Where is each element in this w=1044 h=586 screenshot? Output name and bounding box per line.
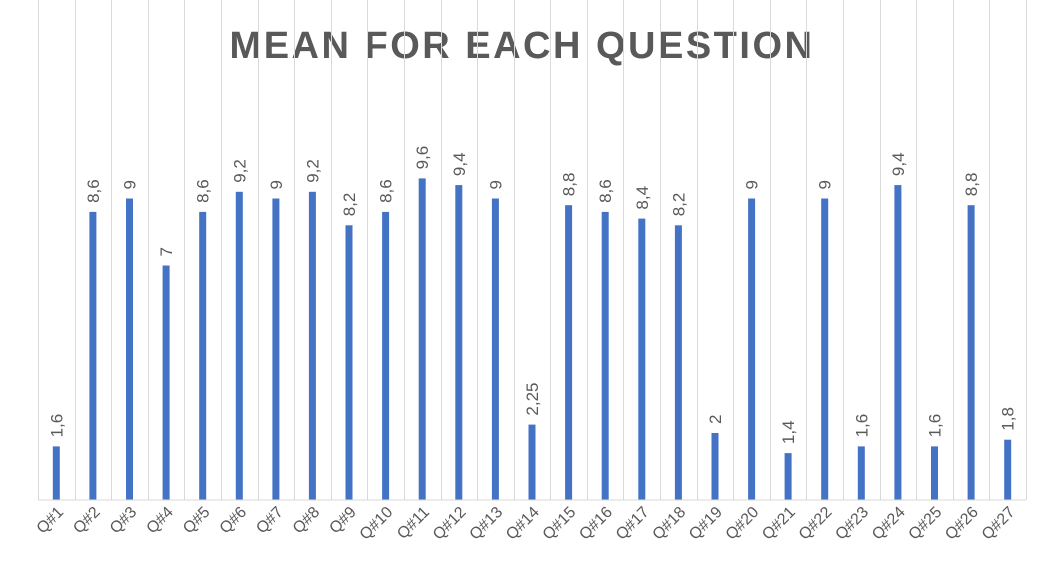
data-label-Q#5: 8,6 (194, 179, 213, 203)
data-label-Q#25: 1,6 (926, 414, 945, 438)
bar-Q#10 (382, 211, 390, 500)
x-tick-label-Q#4: Q#4 (144, 504, 177, 537)
bar-Q#15 (565, 205, 573, 500)
bar-Q#6 (235, 191, 243, 501)
data-label-Q#23: 1,6 (852, 414, 871, 438)
data-label-Q#22: 9 (816, 180, 835, 189)
x-tick-label-Q#20: Q#20 (723, 504, 763, 544)
bar-Q#8 (308, 191, 316, 501)
data-label-Q#2: 8,6 (84, 179, 103, 203)
x-tick-label-Q#22: Q#22 (796, 504, 836, 544)
bar-Q#3 (126, 198, 133, 500)
x-tick-label-Q#25: Q#25 (906, 504, 946, 544)
x-tick-label-Q#14: Q#14 (503, 504, 543, 544)
x-tick-label-Q#6: Q#6 (217, 504, 250, 537)
x-tick-label-Q#11: Q#11 (394, 504, 433, 543)
x-tick-label-Q#12: Q#12 (430, 504, 470, 544)
bar-Q#7 (272, 198, 280, 500)
data-label-Q#6: 9,2 (230, 159, 249, 183)
x-tick-label-Q#2: Q#2 (70, 504, 103, 537)
x-tick-label-Q#16: Q#16 (576, 504, 616, 544)
bar-Q#16 (601, 211, 609, 500)
x-tick-label-Q#21: Q#21 (759, 504, 799, 544)
x-tick-label-Q#13: Q#13 (467, 504, 507, 544)
bar-Q#25 (931, 446, 938, 500)
data-label-Q#27: 1,8 (999, 407, 1018, 431)
x-tick-label-Q#26: Q#26 (942, 504, 982, 544)
data-label-Q#8: 9,2 (303, 159, 322, 183)
x-tick-label-Q#9: Q#9 (326, 504, 359, 537)
bar-Q#23 (857, 446, 865, 500)
data-label-Q#26: 8,8 (962, 173, 981, 197)
data-label-Q#11: 9,6 (413, 146, 432, 170)
bar-Q#19 (711, 433, 719, 500)
x-tick-label-Q#17: Q#17 (613, 504, 653, 544)
x-tick-label-Q#1: Q#1 (34, 504, 67, 537)
data-label-Q#24: 9,4 (889, 152, 908, 176)
data-label-Q#18: 8,2 (669, 193, 688, 217)
bar-Q#27 (1004, 439, 1012, 500)
x-tick-label-Q#3: Q#3 (107, 504, 140, 537)
data-label-Q#14: 2,25 (523, 383, 542, 416)
x-tick-label-Q#8: Q#8 (290, 504, 323, 537)
bar-Q#26 (967, 205, 975, 500)
data-label-Q#17: 8,4 (633, 186, 652, 210)
x-tick-label-Q#19: Q#19 (686, 504, 726, 544)
data-label-Q#21: 1,4 (779, 420, 798, 444)
data-label-Q#1: 1,6 (47, 414, 66, 438)
bar-Q#11 (418, 178, 426, 500)
bar-Q#18 (674, 225, 682, 501)
data-label-Q#16: 8,6 (596, 179, 615, 203)
bar-series (52, 178, 1012, 501)
x-tick-label-Q#15: Q#15 (540, 504, 580, 544)
gridlines (38, 0, 1027, 500)
x-tick-label-Q#10: Q#10 (357, 504, 397, 544)
bar-Q#17 (638, 218, 646, 500)
data-label-Q#9: 8,2 (340, 193, 359, 217)
x-axis-tick-labels: Q#1 Q#2 Q#3 Q#4 Q#5 Q#6 Q#7 Q#8 Q#9Q#10Q#11Q#12Q… (34, 504, 1019, 544)
data-labels: 1,6 8,6 9 7 8,6 9,2 9 9,2 8,2 8,6 9,6 9,4 9 2,25 8,8 8,… (47, 146, 1017, 444)
bar-Q#21 (784, 453, 792, 500)
data-label-Q#13: 9 (486, 180, 505, 189)
data-label-Q#20: 9 (743, 180, 762, 189)
data-label-Q#4: 7 (157, 247, 176, 256)
bar-Q#12 (455, 185, 463, 500)
data-label-Q#15: 8,8 (560, 173, 579, 197)
bar-Q#24 (894, 185, 902, 500)
bar-Q#9 (345, 225, 353, 501)
data-label-Q#19: 2 (706, 415, 725, 424)
data-label-Q#7: 9 (267, 180, 286, 189)
data-label-Q#10: 8,6 (377, 179, 396, 203)
bar-Q#2 (89, 211, 97, 500)
x-tick-label-Q#23: Q#23 (832, 504, 872, 544)
x-tick-label-Q#18: Q#18 (650, 504, 690, 544)
bar-Q#22 (821, 198, 829, 500)
bar-Q#1 (52, 446, 60, 500)
bar-Q#13 (491, 198, 499, 500)
bar-Q#4 (162, 265, 170, 500)
x-tick-label-Q#7: Q#7 (253, 504, 286, 537)
data-label-Q#3: 9 (121, 180, 140, 189)
data-label-Q#12: 9,4 (450, 152, 469, 176)
bar-Q#5 (199, 211, 207, 500)
chart-title: MEAN FOR EACH QUESTION (230, 25, 815, 67)
bar-Q#14 (528, 424, 536, 500)
x-tick-label-Q#24: Q#24 (869, 504, 909, 544)
x-tick-label-Q#5: Q#5 (180, 504, 213, 537)
x-tick-label-Q#27: Q#27 (979, 504, 1019, 544)
bar-Q#20 (748, 198, 756, 500)
